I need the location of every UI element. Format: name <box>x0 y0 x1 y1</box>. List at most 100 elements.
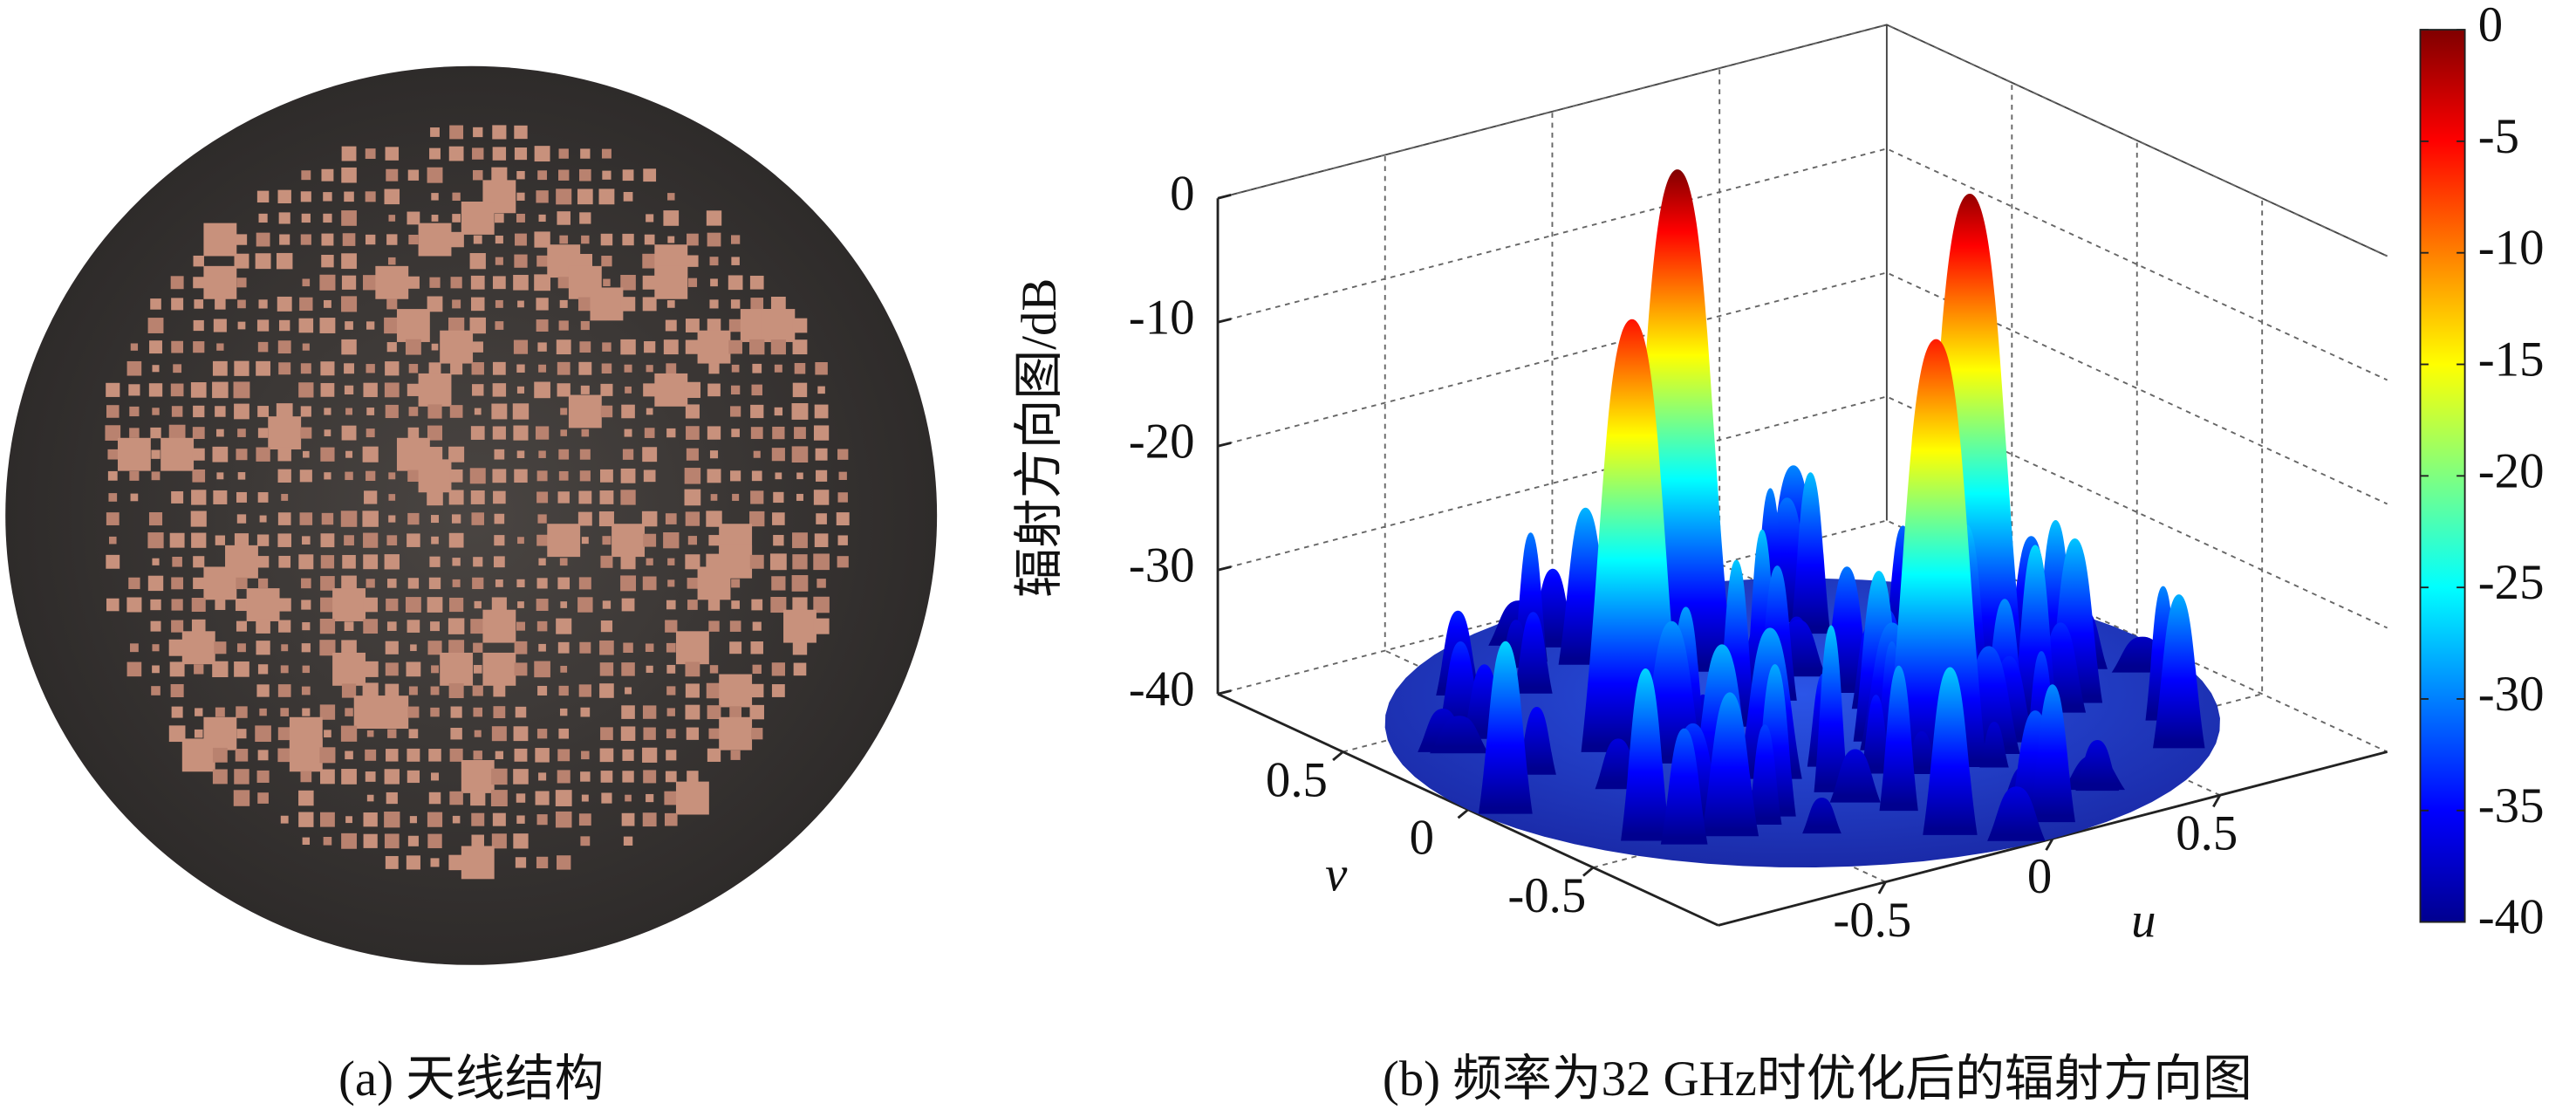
patch <box>256 556 270 568</box>
patch <box>730 750 741 760</box>
u-tick <box>1877 881 1887 894</box>
patch <box>817 579 826 588</box>
patch <box>493 706 506 718</box>
patch <box>624 428 632 437</box>
patch <box>277 340 291 354</box>
patch <box>814 404 829 419</box>
patch <box>515 857 527 868</box>
u-tick <box>2045 838 2054 851</box>
patch <box>517 300 524 308</box>
patch <box>427 425 443 441</box>
patch <box>536 578 548 589</box>
patch <box>474 600 482 609</box>
patch <box>407 835 419 846</box>
patch <box>750 298 764 311</box>
patch <box>600 405 613 418</box>
patch <box>407 512 420 525</box>
surface-peak <box>1790 472 1831 634</box>
patch <box>448 532 464 548</box>
v-tick-label: -0.5 <box>1507 868 1586 923</box>
patch <box>302 343 310 351</box>
patch <box>150 599 161 611</box>
patch <box>256 641 270 655</box>
patch <box>452 579 461 587</box>
patch <box>729 641 742 654</box>
patch <box>470 619 486 634</box>
patch <box>495 257 503 265</box>
patch <box>684 468 701 484</box>
surface-peak <box>1802 798 1841 834</box>
patch <box>277 684 291 697</box>
patch <box>687 255 699 267</box>
surface-peak <box>1621 668 1671 841</box>
patch <box>301 600 311 610</box>
patch <box>707 319 721 332</box>
patch <box>643 168 657 182</box>
patch <box>547 524 581 558</box>
patch <box>259 515 267 523</box>
patch <box>384 833 400 849</box>
patch <box>407 469 420 483</box>
patch <box>620 554 636 570</box>
patch <box>385 147 400 161</box>
patch <box>319 704 336 720</box>
patch <box>730 299 741 309</box>
patch <box>602 170 612 180</box>
patch <box>579 449 591 460</box>
patch <box>473 127 483 138</box>
patch <box>730 470 741 482</box>
patch <box>365 148 376 160</box>
patch <box>472 577 484 590</box>
patch <box>643 533 657 547</box>
patch <box>319 747 336 764</box>
patch <box>277 469 291 483</box>
patch <box>654 265 688 299</box>
patch <box>147 532 164 549</box>
patch <box>491 833 507 849</box>
patch <box>298 790 314 806</box>
patch <box>750 683 764 698</box>
patch <box>168 424 186 442</box>
surface-peak <box>1879 665 1918 812</box>
patch <box>407 211 420 225</box>
patch <box>663 210 680 226</box>
patch <box>407 533 420 547</box>
patch <box>732 493 740 501</box>
patch <box>600 555 613 568</box>
patch <box>667 579 675 587</box>
patch <box>794 427 806 440</box>
z-tick-label: -30 <box>1129 538 1195 593</box>
patch <box>642 705 657 719</box>
surface-peak <box>1701 692 1759 837</box>
patch <box>277 296 292 312</box>
patch <box>719 674 753 708</box>
patch <box>557 577 571 590</box>
patch <box>601 792 612 804</box>
patch <box>212 661 229 678</box>
patch <box>461 760 495 793</box>
patch <box>340 725 358 742</box>
surface-peak <box>1660 728 1708 845</box>
patch <box>235 749 249 762</box>
patch <box>384 812 400 828</box>
patch <box>386 579 397 588</box>
patch <box>129 470 140 481</box>
patch <box>341 425 357 441</box>
patch <box>685 704 700 720</box>
patch <box>675 631 709 665</box>
patch <box>560 408 568 415</box>
v-tick <box>1582 866 1595 877</box>
patch <box>685 554 700 570</box>
patch <box>171 298 184 311</box>
patch <box>516 170 525 180</box>
patch <box>535 791 550 805</box>
patch <box>410 644 417 652</box>
patch <box>298 382 314 398</box>
patch <box>643 469 656 483</box>
patch <box>190 382 207 398</box>
patch <box>427 489 443 506</box>
patch <box>558 148 569 159</box>
patch <box>148 512 163 526</box>
surface-peak <box>2029 684 2075 823</box>
patch <box>728 339 742 354</box>
